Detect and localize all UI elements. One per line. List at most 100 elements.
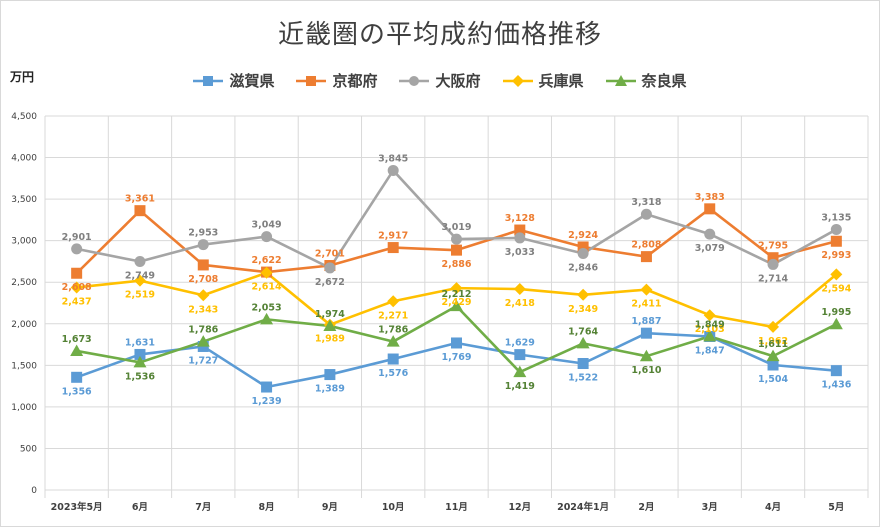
data-label: 2,349: [568, 304, 598, 315]
legend-item: 京都府: [296, 70, 377, 91]
legend-item: 奈良県: [605, 70, 687, 91]
data-point: [703, 329, 717, 342]
data-label: 1,356: [62, 386, 92, 397]
data-label: 3,019: [441, 222, 471, 233]
data-point: [640, 283, 653, 296]
legend-label: 京都府: [332, 72, 378, 90]
data-point: [514, 224, 526, 236]
x-tick-label: 10月: [382, 502, 405, 513]
data-label: 1,995: [821, 307, 851, 318]
data-label: 3,079: [695, 243, 725, 254]
data-label: 2,343: [188, 304, 218, 315]
data-point: [387, 295, 400, 308]
data-label: 3,128: [505, 213, 535, 224]
data-point: [71, 243, 83, 255]
data-label: 2,418: [505, 298, 535, 309]
data-point: [577, 241, 589, 253]
data-label: 1,611: [758, 339, 788, 350]
data-label: 2,103: [695, 324, 725, 335]
x-tick-label: 9月: [322, 502, 338, 513]
data-label: 1,962: [758, 336, 788, 347]
data-point: [703, 309, 716, 322]
data-label: 1,989: [315, 334, 345, 345]
data-point: [450, 282, 463, 295]
data-point: [70, 344, 84, 356]
data-label: 2,953: [188, 228, 218, 239]
data-label: 3,361: [125, 194, 155, 205]
legend-label: 兵庫県: [538, 72, 584, 90]
data-point: [261, 231, 273, 243]
data-label: 1,389: [315, 384, 345, 395]
data-label: 2,411: [631, 299, 661, 310]
data-label: 1,769: [441, 352, 471, 363]
data-point: [767, 359, 779, 371]
data-point: [197, 259, 209, 271]
data-label: 2,271: [378, 310, 408, 321]
legend-item: 大阪府: [399, 70, 481, 91]
data-point: [767, 258, 779, 270]
data-point: [514, 232, 526, 244]
x-tick-label: 2024年1月: [557, 501, 609, 513]
x-tick-label: 12月: [508, 502, 531, 513]
data-point: [387, 164, 399, 176]
legend-item: 兵庫県: [502, 70, 584, 91]
data-label: 3,033: [505, 247, 535, 258]
data-label: 2,917: [378, 231, 408, 242]
x-tick-label: 8月: [259, 502, 275, 513]
data-label: 1,786: [378, 325, 408, 336]
data-label: 1,786: [188, 325, 218, 336]
data-label: 1,764: [568, 326, 598, 337]
data-point: [640, 251, 652, 263]
data-point: [324, 262, 336, 274]
data-point: [830, 268, 843, 281]
data-label: 1,436: [821, 380, 851, 391]
data-point: [451, 233, 462, 245]
data-point: [196, 335, 210, 347]
y-tick-label: 1,000: [11, 403, 37, 413]
x-tick-label: 6月: [132, 502, 148, 513]
legend-swatch: [605, 74, 636, 86]
data-label: 1,887: [631, 316, 661, 327]
data-label: 2,886: [441, 259, 471, 270]
data-label: 2,795: [758, 241, 788, 252]
y-axis-unit: 万円: [10, 70, 35, 84]
data-point: [70, 281, 83, 294]
data-label: 2,749: [125, 271, 155, 282]
data-label: 2,429: [441, 297, 471, 308]
x-tick-label: 2月: [638, 502, 654, 513]
data-point: [386, 335, 400, 347]
data-point: [577, 247, 589, 259]
data-label: 2,437: [62, 296, 92, 307]
data-label: 2,519: [125, 290, 155, 301]
data-label: 1,629: [505, 338, 535, 349]
data-point: [387, 242, 399, 254]
data-label: 2,701: [315, 249, 345, 260]
data-label: 2,622: [252, 255, 282, 266]
data-point: [197, 239, 209, 251]
x-tick-label: 5月: [828, 502, 844, 513]
data-label: 2,714: [758, 273, 788, 284]
legend-swatch: [502, 74, 533, 87]
y-tick-label: 3,500: [11, 195, 37, 205]
data-point: [387, 353, 399, 365]
data-label: 1,849: [695, 319, 725, 330]
data-label: 2,924: [568, 230, 598, 241]
data-point: [767, 320, 780, 333]
data-point: [577, 288, 590, 301]
data-label: 2,672: [315, 277, 345, 288]
data-point: [704, 228, 716, 240]
y-tick-label: 2,500: [11, 278, 37, 288]
y-tick-label: 3,000: [11, 237, 37, 247]
y-tick-label: 4,500: [11, 112, 37, 122]
y-tick-label: 4,000: [11, 154, 37, 164]
data-point: [830, 223, 842, 235]
data-point: [324, 369, 336, 381]
data-point: [197, 289, 210, 302]
data-label: 3,845: [378, 153, 408, 164]
data-point: [260, 312, 274, 325]
data-label: 3,049: [252, 220, 282, 231]
data-point: [71, 371, 83, 383]
data-label: 2,708: [188, 274, 218, 285]
data-label: 2,993: [821, 250, 851, 261]
legend-label: 滋賀県: [229, 72, 275, 90]
